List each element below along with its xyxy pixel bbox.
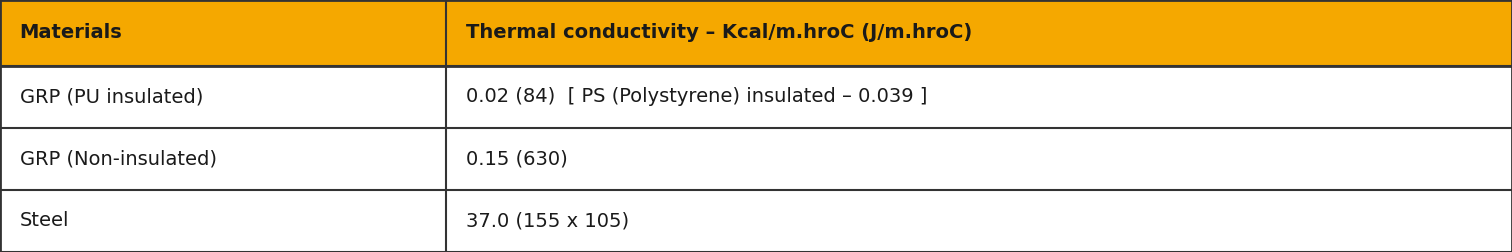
Text: GRP (PU insulated): GRP (PU insulated)	[20, 87, 203, 106]
Text: Materials: Materials	[20, 23, 122, 42]
Bar	[0, 66, 1512, 128]
Bar	[0, 0, 1512, 66]
Bar	[0, 190, 1512, 252]
Text: 0.02 (84)  [ PS (Polystyrene) insulated – 0.039 ]: 0.02 (84) [ PS (Polystyrene) insulated –…	[466, 87, 927, 106]
Bar	[0, 128, 1512, 190]
Text: 37.0 (155 x 105): 37.0 (155 x 105)	[466, 211, 629, 230]
Text: 0.15 (630): 0.15 (630)	[466, 149, 567, 168]
Text: GRP (Non-insulated): GRP (Non-insulated)	[20, 149, 216, 168]
Text: Steel: Steel	[20, 211, 70, 230]
Text: Thermal conductivity – Kcal/m.hroC (J/m.hroC): Thermal conductivity – Kcal/m.hroC (J/m.…	[466, 23, 972, 42]
